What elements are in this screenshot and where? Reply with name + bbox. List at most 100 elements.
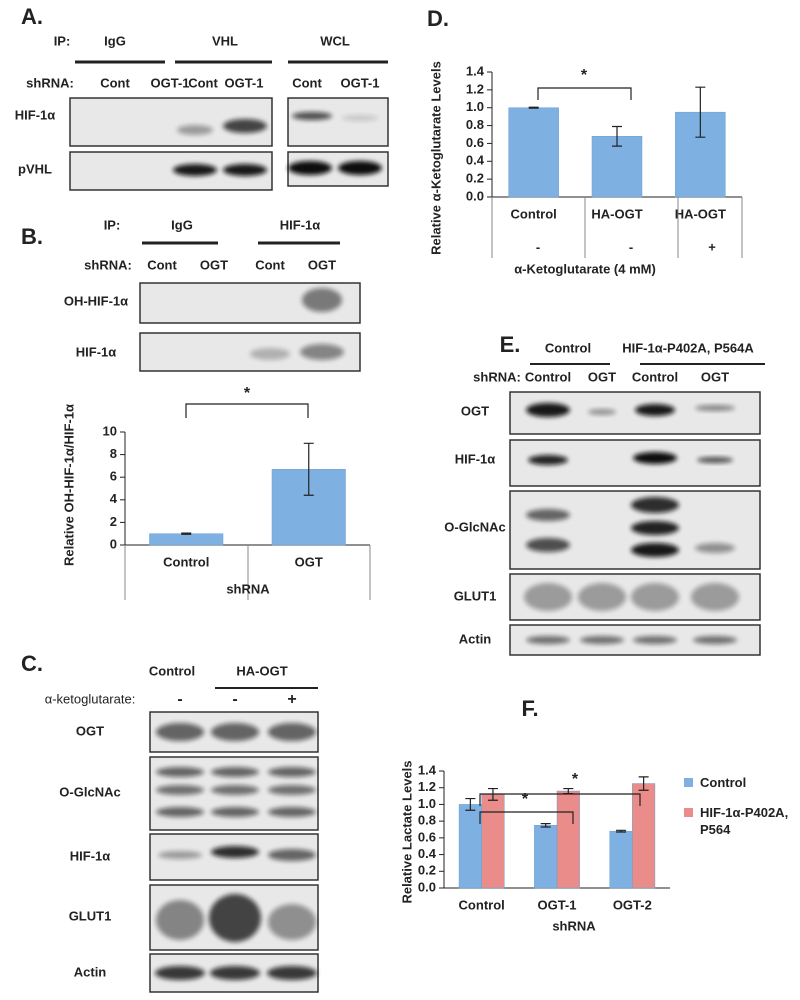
- error-bar: [465, 797, 476, 811]
- band: [156, 723, 204, 741]
- row-label: pVHL: [18, 161, 52, 176]
- row-label: GLUT1: [454, 588, 497, 603]
- y-tick-label: 0.4: [418, 846, 437, 861]
- panel-letter: C.: [21, 651, 43, 676]
- band: [695, 543, 735, 553]
- x-tick-label: OGT-2: [613, 897, 652, 912]
- ip-group: VHL: [212, 33, 238, 48]
- x-axis-label: α-Ketoglutarate (4 mM): [514, 261, 656, 276]
- significance-mark: *: [522, 791, 529, 808]
- ip-group: HIF-1α: [280, 217, 321, 232]
- x-tick-label: OGT: [295, 554, 323, 569]
- x-tick-label: Control: [511, 206, 557, 221]
- y-tick-label: 0.2: [418, 863, 436, 878]
- band: [211, 785, 259, 795]
- y-axis-label: Relative Lactate Levels: [399, 760, 414, 903]
- band: [156, 785, 204, 795]
- band: [173, 164, 217, 176]
- band: [526, 403, 570, 417]
- bar: [609, 830, 633, 889]
- band: [158, 851, 202, 859]
- panel-letter: B.: [21, 224, 43, 249]
- group-label: HIF-1α-P402A, P564A: [622, 340, 754, 355]
- band: [631, 497, 679, 513]
- band: [342, 115, 378, 121]
- bar: [508, 107, 559, 198]
- shrna-label: shRNA:: [26, 75, 74, 90]
- band: [631, 521, 679, 535]
- bar: [632, 783, 656, 889]
- legend-swatch: [684, 808, 693, 817]
- error-bar: [303, 442, 314, 496]
- y-tick-label: 1.2: [418, 779, 436, 794]
- row-label: HIF-1α: [76, 344, 117, 359]
- band: [155, 966, 205, 980]
- band: [177, 125, 213, 135]
- row-label: GLUT1: [69, 908, 112, 923]
- y-tick-label: 4: [110, 491, 118, 506]
- band: [528, 455, 568, 465]
- significance-mark: *: [244, 385, 251, 402]
- band: [635, 404, 675, 416]
- band: [300, 344, 344, 360]
- y-tick-label: 0.0: [466, 188, 484, 203]
- x-tick-label: Control: [459, 897, 505, 912]
- bar: [556, 790, 580, 889]
- lane-label: OGT: [308, 257, 336, 272]
- band: [211, 767, 259, 777]
- lane-label: Cont: [188, 75, 218, 90]
- significance-mark: *: [581, 67, 588, 84]
- lane-label: OGT-1: [224, 75, 263, 90]
- legend-label: HIF-1α-P402A, P564: [700, 805, 789, 837]
- band: [631, 543, 679, 557]
- band: [210, 966, 260, 980]
- y-tick-label: 0.8: [466, 117, 484, 132]
- treatment-mark: +: [708, 239, 716, 254]
- band: [526, 538, 570, 552]
- y-tick-label: 0.4: [466, 153, 485, 168]
- y-tick-label: 6: [110, 469, 117, 484]
- significance-bracket: [185, 403, 309, 418]
- band: [302, 288, 342, 312]
- band: [288, 161, 332, 175]
- error-bar: [540, 823, 551, 828]
- y-axis-label: Relative OH-HIF-1α/HIF-1α: [61, 404, 76, 566]
- lane-label: Control: [632, 369, 678, 384]
- y-tick-label: 1.4: [466, 63, 485, 78]
- y-tick-label: 1.0: [466, 99, 484, 114]
- band: [250, 348, 290, 360]
- band: [156, 900, 204, 940]
- y-tick-label: 1.4: [418, 762, 437, 777]
- row-label: OGT: [76, 723, 104, 738]
- row-label: O-GlcNAc: [59, 784, 120, 799]
- band: [693, 636, 737, 644]
- group-label: Control: [149, 663, 195, 678]
- ip-group: IgG: [104, 33, 126, 48]
- band: [633, 452, 677, 464]
- significance-bracket: [537, 87, 632, 100]
- lane-label: OGT: [200, 257, 228, 272]
- panel-letter: D.: [427, 6, 449, 31]
- band: [211, 807, 259, 817]
- band: [526, 636, 570, 644]
- bar: [458, 804, 482, 889]
- error-bar: [181, 532, 192, 535]
- group-label: Control: [545, 340, 591, 355]
- band: [211, 723, 259, 741]
- treatment-mark: +: [287, 691, 296, 708]
- lane-label: Cont: [292, 75, 322, 90]
- ip-label: IP:: [54, 33, 71, 48]
- band: [268, 849, 316, 861]
- y-tick-label: 2: [110, 514, 117, 529]
- error-bar: [695, 86, 706, 138]
- ip-label: IP:: [104, 217, 121, 232]
- band: [209, 894, 261, 942]
- y-tick-label: 1.2: [466, 81, 484, 96]
- band: [156, 767, 204, 777]
- panel-letter: A.: [21, 4, 43, 29]
- band: [268, 807, 316, 817]
- treatment-mark: -: [232, 691, 237, 708]
- lane-label: Cont: [147, 257, 177, 272]
- band: [524, 583, 572, 611]
- band: [223, 164, 267, 176]
